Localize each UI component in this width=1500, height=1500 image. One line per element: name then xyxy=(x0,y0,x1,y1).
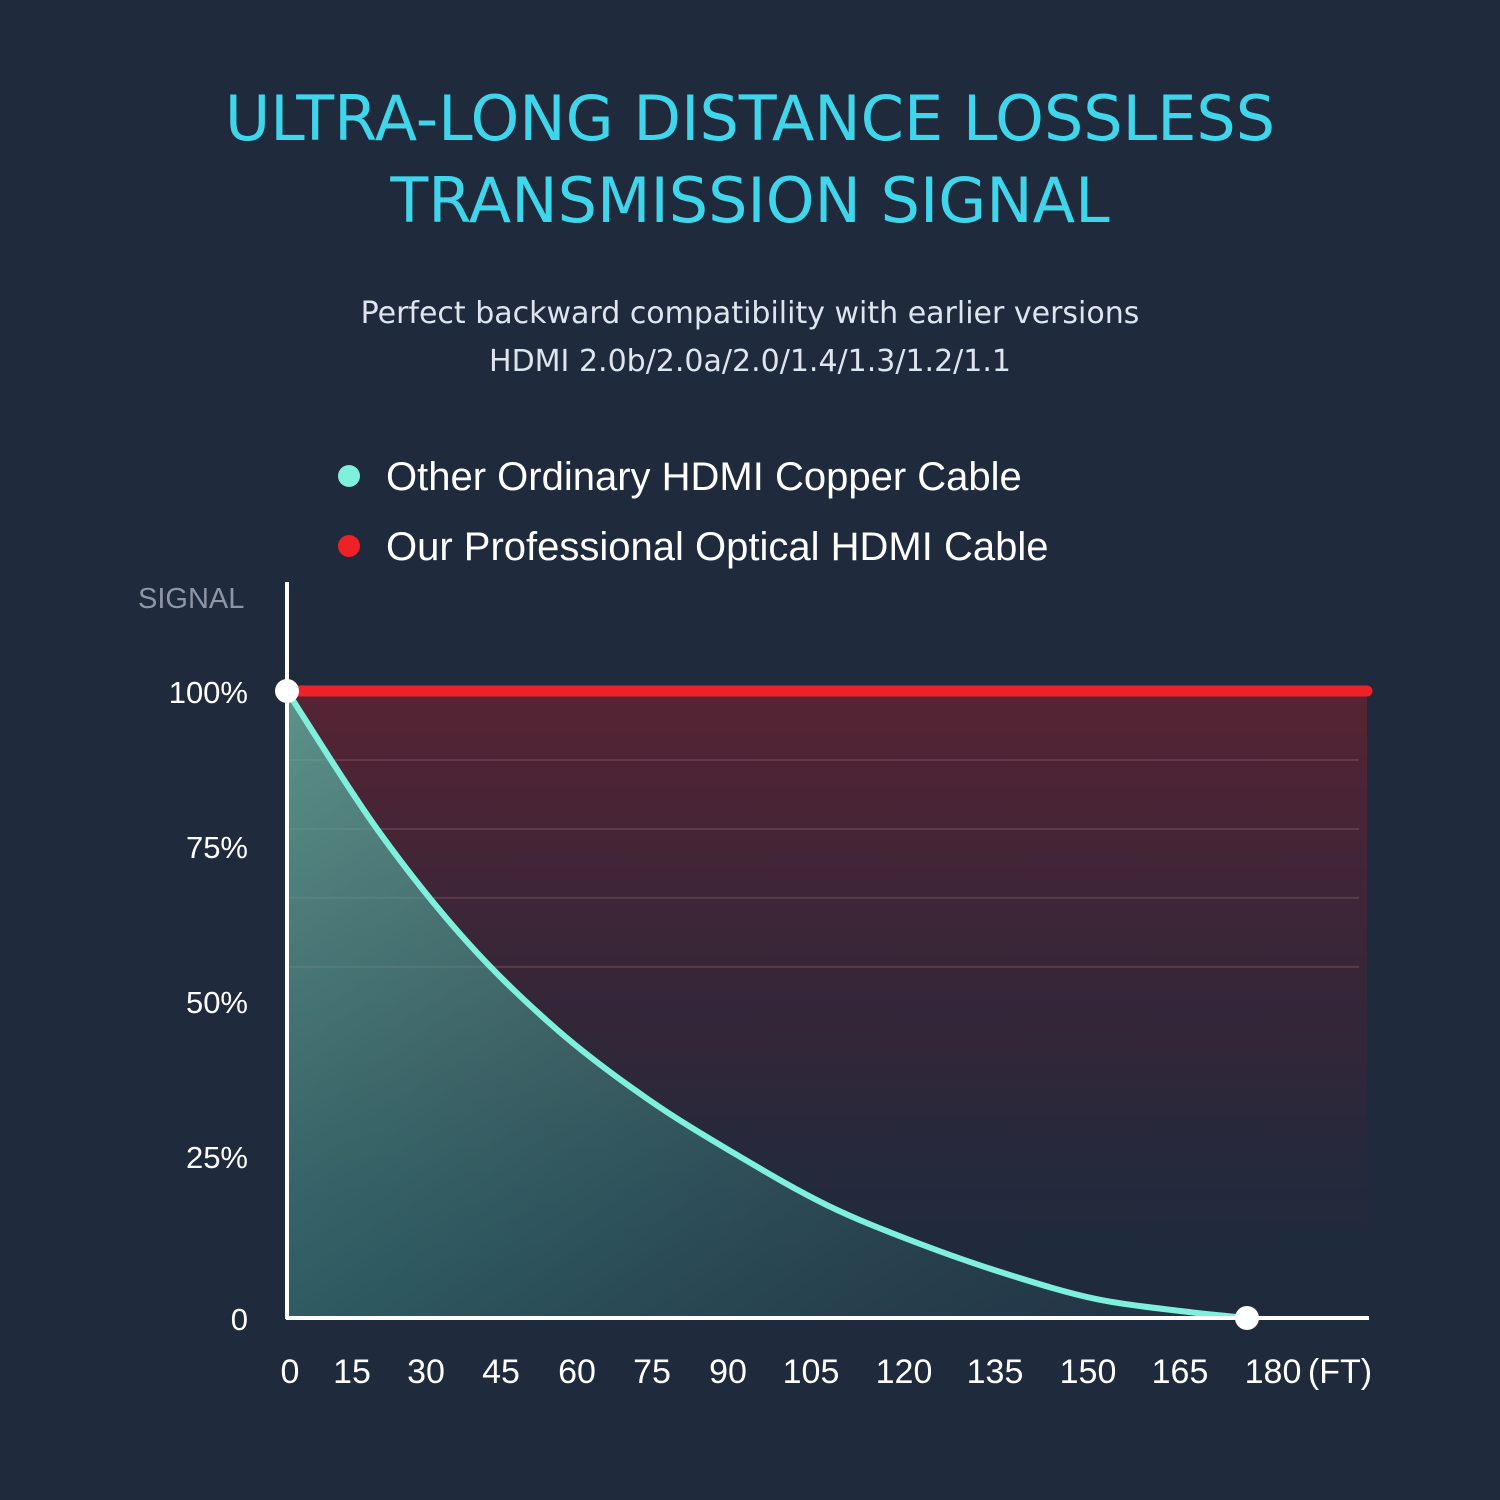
y-tick-label: 75% xyxy=(186,830,248,865)
x-tick-label: 150 xyxy=(1060,1353,1117,1391)
y-tick-label: 25% xyxy=(186,1140,248,1175)
y-tick-labels: 100% 75% 50% 25% 0 xyxy=(169,675,248,1337)
page-title: ULTRA-LONG DISTANCE LOSSLESS TRANSMISSIO… xyxy=(0,78,1500,242)
title-line-2: TRANSMISSION SIGNAL xyxy=(390,164,1110,237)
legend-label-copper: Other Ordinary HDMI Copper Cable xyxy=(386,455,1022,499)
x-tick-label: 135 xyxy=(967,1353,1024,1391)
x-tick-label: 30 xyxy=(407,1353,445,1391)
x-tick-label: 105 xyxy=(783,1353,840,1391)
x-tick-label: 165 xyxy=(1152,1353,1209,1391)
subtitle: Perfect backward compatibility with earl… xyxy=(0,290,1500,386)
title-line-1: ULTRA-LONG DISTANCE LOSSLESS xyxy=(224,82,1276,155)
x-tick-label: 90 xyxy=(709,1353,747,1391)
end-point xyxy=(1235,1306,1259,1330)
x-tick-label: 60 xyxy=(558,1353,596,1391)
x-tick-label: 0 xyxy=(281,1353,300,1391)
y-axis-label: SIGNAL xyxy=(138,583,244,615)
plot-area xyxy=(275,582,1373,1330)
x-tick-label: 120 xyxy=(876,1353,933,1391)
y-tick-label: 0 xyxy=(231,1302,248,1337)
y-tick-label: 50% xyxy=(186,985,248,1020)
x-tick-label: 75 xyxy=(633,1353,671,1391)
subtitle-line-2: HDMI 2.0b/2.0a/2.0/1.4/1.3/1.2/1.1 xyxy=(489,344,1011,379)
copper-area xyxy=(287,691,1247,1318)
y-tick-label: 100% xyxy=(169,675,248,710)
subtitle-line-1: Perfect backward compatibility with earl… xyxy=(360,296,1140,331)
start-point xyxy=(275,679,299,703)
x-tick-label: 45 xyxy=(482,1353,520,1391)
x-tick-label: 180 xyxy=(1245,1353,1302,1391)
legend-marker-optical xyxy=(338,535,360,557)
legend: Other Ordinary HDMI Copper Cable Our Pro… xyxy=(338,455,1048,569)
copper-line xyxy=(284,688,1250,1321)
x-tick-labels: 0 15 30 45 60 75 90 105 120 135 150 165 180 (FT) xyxy=(281,1353,1373,1391)
legend-marker-copper xyxy=(338,465,360,487)
legend-label-optical: Our Professional Optical HDMI Cable xyxy=(386,525,1048,569)
x-tick-label: 15 xyxy=(333,1353,371,1391)
x-unit-label: (FT) xyxy=(1308,1353,1372,1391)
